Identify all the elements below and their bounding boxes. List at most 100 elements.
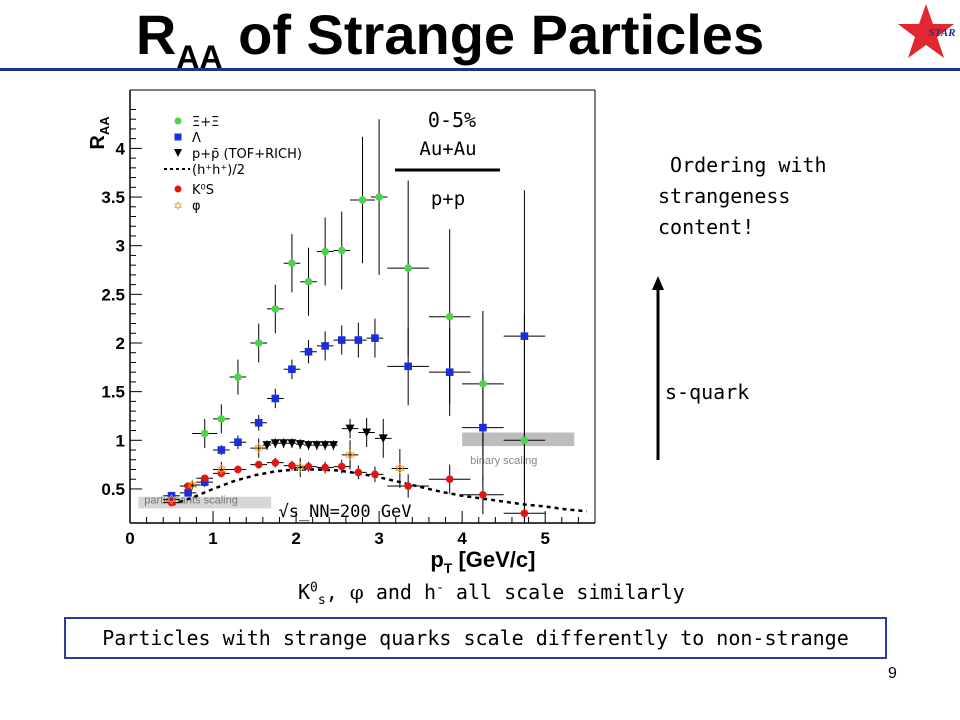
phi-point: ✡ [186, 478, 198, 494]
star-logo-text: STAR [929, 27, 956, 39]
k0s-point [445, 475, 454, 484]
lambda-point [167, 491, 176, 500]
k0s-point [288, 461, 296, 470]
lambda-point [304, 347, 313, 356]
k0s-point [217, 469, 226, 478]
k0s-point [167, 498, 176, 507]
legend-label-phi: φ [192, 199, 201, 214]
x-tick-label: 2 [291, 529, 300, 548]
xi-point [321, 247, 329, 256]
proton-point [312, 441, 322, 450]
x-tick-label: 5 [540, 529, 549, 548]
plot-background [90, 75, 600, 575]
y-tick-label: 0.5 [101, 480, 125, 499]
k0s-point [271, 458, 280, 467]
legend-marker-proton [174, 149, 182, 157]
proton-point [279, 439, 289, 448]
k0-letter: K [298, 580, 311, 604]
lambda-point [200, 478, 209, 486]
lambda-point [321, 342, 329, 350]
phi-point: ✡ [166, 493, 178, 509]
k0-sup: 0 [310, 580, 318, 596]
k0-scaling-note: K0s, φ and h- all scale similarly [298, 580, 685, 608]
conclusion-text: Particles with strange quarks scale diff… [102, 626, 849, 650]
y-tick-label: 4 [116, 139, 126, 158]
ordering-note: Ordering with strangeness content! [658, 153, 827, 239]
lambda-point [271, 394, 280, 403]
y-tick-label: 2.5 [101, 285, 125, 304]
legend-label-proton: p+p̄ (TOF+RICH) [192, 147, 302, 162]
conclusion-box: Particles with strange quarks scale diff… [64, 617, 887, 659]
k0s-point [234, 465, 242, 474]
legend-label-xi: Ξ+Ξ̄ [192, 115, 219, 130]
lambda-point [184, 489, 192, 497]
y-tick-label: 3 [116, 237, 125, 256]
k0s-point [254, 460, 263, 469]
phi-point: ✡ [294, 461, 306, 477]
participants-scaling-label: participants scaling [144, 494, 238, 506]
legend-marker-xi [174, 117, 182, 125]
proton-point [378, 434, 388, 443]
legend-label-k0s: K⁰S [192, 183, 214, 198]
xi-point [304, 277, 313, 286]
k0s-point [184, 482, 192, 490]
k0s-point [321, 463, 329, 472]
xi-point [445, 312, 454, 321]
binary-scaling-band [462, 432, 575, 447]
legend-marker-lambda [174, 133, 182, 141]
k0-comma: , [325, 580, 350, 604]
y-tick-label: 1 [116, 431, 125, 450]
phi-symbol: φ [349, 580, 364, 604]
legend-label-curve: (h⁺h⁺)/2 [192, 163, 245, 178]
k0s-point [354, 468, 363, 477]
x-tick-label: 4 [457, 529, 467, 548]
xi-point [358, 196, 367, 204]
k0s-point [520, 509, 529, 518]
binary-scaling-label: binary scaling [470, 455, 537, 467]
participants-scaling-band [138, 496, 272, 509]
phi-point: ✡ [215, 462, 227, 478]
proton-point [320, 441, 330, 450]
k0s-point [479, 490, 487, 499]
page-number: 9 [888, 665, 897, 682]
k0s-point [200, 474, 209, 483]
proton-point [328, 441, 338, 450]
lambda-point [479, 423, 487, 432]
y-tick-label: 3.5 [101, 188, 125, 207]
y-tick-label: 1.5 [101, 383, 125, 402]
proton-point [270, 439, 280, 448]
y-tick-label: 2 [116, 334, 125, 353]
xi-point [520, 436, 529, 445]
lambda-point [254, 418, 263, 427]
k0-sub: s [317, 593, 326, 608]
proton-point [362, 428, 372, 438]
proton-point [345, 424, 355, 434]
xi-point [479, 380, 487, 388]
lambda-point [217, 446, 226, 454]
k0-and-h: and h [363, 580, 437, 604]
star-logo-icon [898, 4, 954, 58]
xi-point [404, 264, 412, 272]
title-underline [0, 68, 960, 71]
up-arrow-icon [652, 276, 664, 460]
legend-marker-phi: ✡ [173, 199, 183, 213]
proton-point [295, 440, 305, 449]
slide-title: RAA of Strange Particles [0, 0, 900, 92]
h-minus-sup: - [436, 580, 444, 596]
x-tick-label: 1 [208, 529, 217, 548]
charged-hadron-curve [171, 468, 587, 513]
raa-chart: binary scaling participants scaling ✡ ✡ ✡ ✡ ✡… [90, 75, 600, 575]
energy-label: √s_NN=200 GeV [278, 502, 411, 522]
lambda-point [404, 362, 412, 371]
phi-point: ✡ [394, 462, 406, 478]
lambda-point [354, 336, 363, 344]
xi-point [288, 259, 296, 267]
s-quark-label: s-quark [665, 380, 750, 404]
phi-point: ✡ [344, 448, 356, 464]
ratio-denominator: p+p [431, 188, 465, 210]
proton-point [287, 439, 297, 448]
xi-point [337, 246, 346, 255]
k0s-point [337, 462, 346, 471]
k0-tail: all scale similarly [443, 580, 685, 604]
xi-point [254, 339, 263, 347]
